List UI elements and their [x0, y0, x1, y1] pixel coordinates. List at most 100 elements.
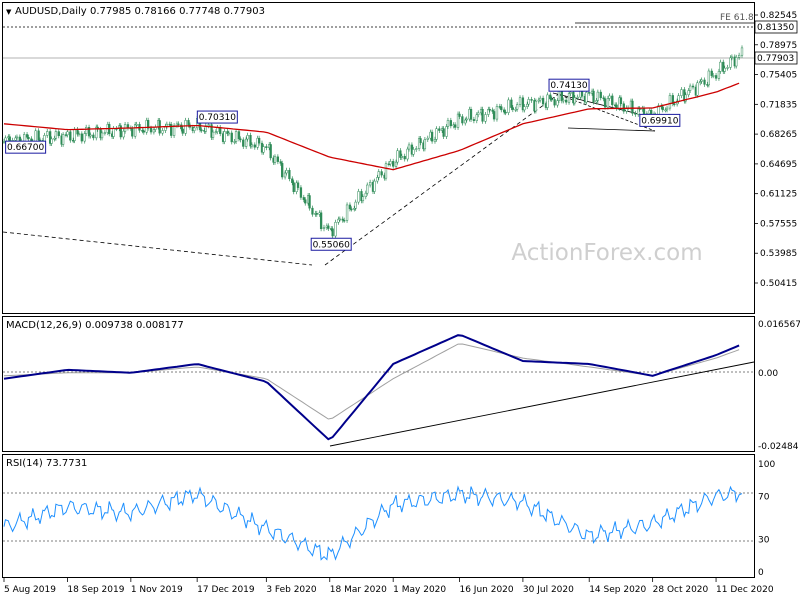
candle-body — [322, 227, 326, 229]
date-tick-label: 5 Aug 2019 — [4, 585, 56, 595]
candle-body — [61, 134, 65, 145]
candle-body — [246, 135, 249, 140]
candle-body — [491, 109, 494, 112]
candle-body — [665, 107, 669, 111]
date-tick-label: 1 May 2020 — [393, 585, 446, 595]
candle-body — [152, 129, 156, 133]
candle-body — [691, 85, 695, 88]
price-annotation-box — [548, 78, 590, 92]
candle-body — [211, 131, 215, 138]
watermark: ActionForex.com — [511, 240, 702, 266]
main-dashed-trendline-1 — [2, 231, 313, 266]
rsi-title: RSI(14) 73.7731 — [6, 458, 87, 469]
candle-body — [523, 106, 526, 111]
candle-body — [25, 134, 29, 138]
candle-body — [292, 182, 295, 192]
candle-body — [89, 134, 92, 137]
candle-body — [103, 132, 107, 134]
candle-body — [387, 163, 391, 166]
candle-body — [172, 125, 176, 136]
candle-body — [15, 136, 19, 139]
price-annotation-box — [5, 140, 47, 154]
candle-body — [464, 119, 467, 124]
rsi-tick-label: 30 — [758, 536, 770, 546]
candle-body — [368, 182, 372, 186]
candle-body — [526, 103, 529, 107]
candle-body — [481, 109, 484, 122]
candle-body — [281, 163, 284, 178]
candle-body — [87, 127, 91, 137]
candle-body — [119, 125, 122, 138]
candle-body — [276, 156, 280, 162]
candle-body — [210, 124, 213, 138]
candle-body — [245, 138, 248, 147]
price-tick-label: 0.75405 — [760, 71, 797, 81]
candle-body — [514, 108, 517, 111]
candle-body — [273, 156, 277, 163]
candle-body — [269, 144, 272, 159]
candle-body — [477, 112, 480, 115]
candle-body — [76, 129, 79, 135]
candle-body — [484, 114, 487, 122]
candle-body — [510, 99, 513, 108]
candle-body — [337, 218, 340, 223]
candle-body — [488, 109, 491, 111]
candle-body — [712, 75, 715, 77]
candle-body — [438, 128, 441, 131]
candle-body — [57, 131, 60, 137]
candle-body — [631, 100, 634, 114]
candle-body — [146, 120, 150, 129]
candle-body — [319, 212, 323, 229]
candle-body — [122, 130, 125, 138]
candle-body — [608, 95, 611, 99]
date-tick-label: 3 Feb 2020 — [266, 585, 317, 595]
candle-body — [285, 170, 288, 174]
candle-body — [564, 99, 568, 103]
candle-body — [487, 109, 490, 115]
triangle-lower-line — [567, 127, 656, 132]
candle-body — [703, 79, 706, 85]
candle-body — [73, 129, 76, 141]
candle-body — [83, 133, 86, 142]
candle-body — [553, 99, 556, 106]
candle-body — [265, 146, 268, 148]
candle-body — [449, 120, 452, 127]
candle-body — [407, 144, 411, 150]
price-annotation-label: 0.66700 — [7, 143, 44, 153]
symbol-caret-icon: ▼ — [6, 8, 12, 16]
candle-body — [180, 124, 183, 130]
macd-line — [3, 334, 740, 441]
candle-body — [560, 91, 563, 102]
candle-body — [341, 218, 344, 221]
candle-body — [596, 91, 600, 101]
candle-body — [343, 219, 346, 222]
candle-body — [454, 124, 457, 128]
candle-body — [719, 61, 722, 72]
candle-body — [357, 191, 360, 203]
candle-body — [392, 161, 395, 167]
candle-body — [619, 97, 623, 105]
candle-body — [521, 97, 525, 111]
candle-body — [595, 100, 598, 103]
current-price-box — [754, 51, 798, 65]
candle-body — [296, 182, 300, 188]
candle-body — [735, 57, 738, 67]
candle-body — [634, 113, 637, 115]
candle-body — [569, 92, 572, 94]
candle-body — [227, 132, 231, 135]
candle-body — [50, 138, 53, 144]
price-tick-label: 0.57555 — [760, 219, 797, 229]
candle-body — [377, 171, 380, 178]
candle-body — [2, 141, 6, 143]
candle-body — [380, 171, 383, 176]
candle-body — [419, 138, 422, 144]
candle-body — [696, 82, 699, 96]
candle-body — [331, 228, 334, 237]
candle-body — [54, 131, 58, 139]
candle-body — [85, 127, 88, 134]
candle-body — [550, 98, 553, 101]
candle-body — [184, 120, 187, 134]
candle-body — [403, 155, 406, 160]
candle-body — [549, 94, 552, 100]
date-tick-label: 30 Jul 2020 — [523, 585, 574, 595]
